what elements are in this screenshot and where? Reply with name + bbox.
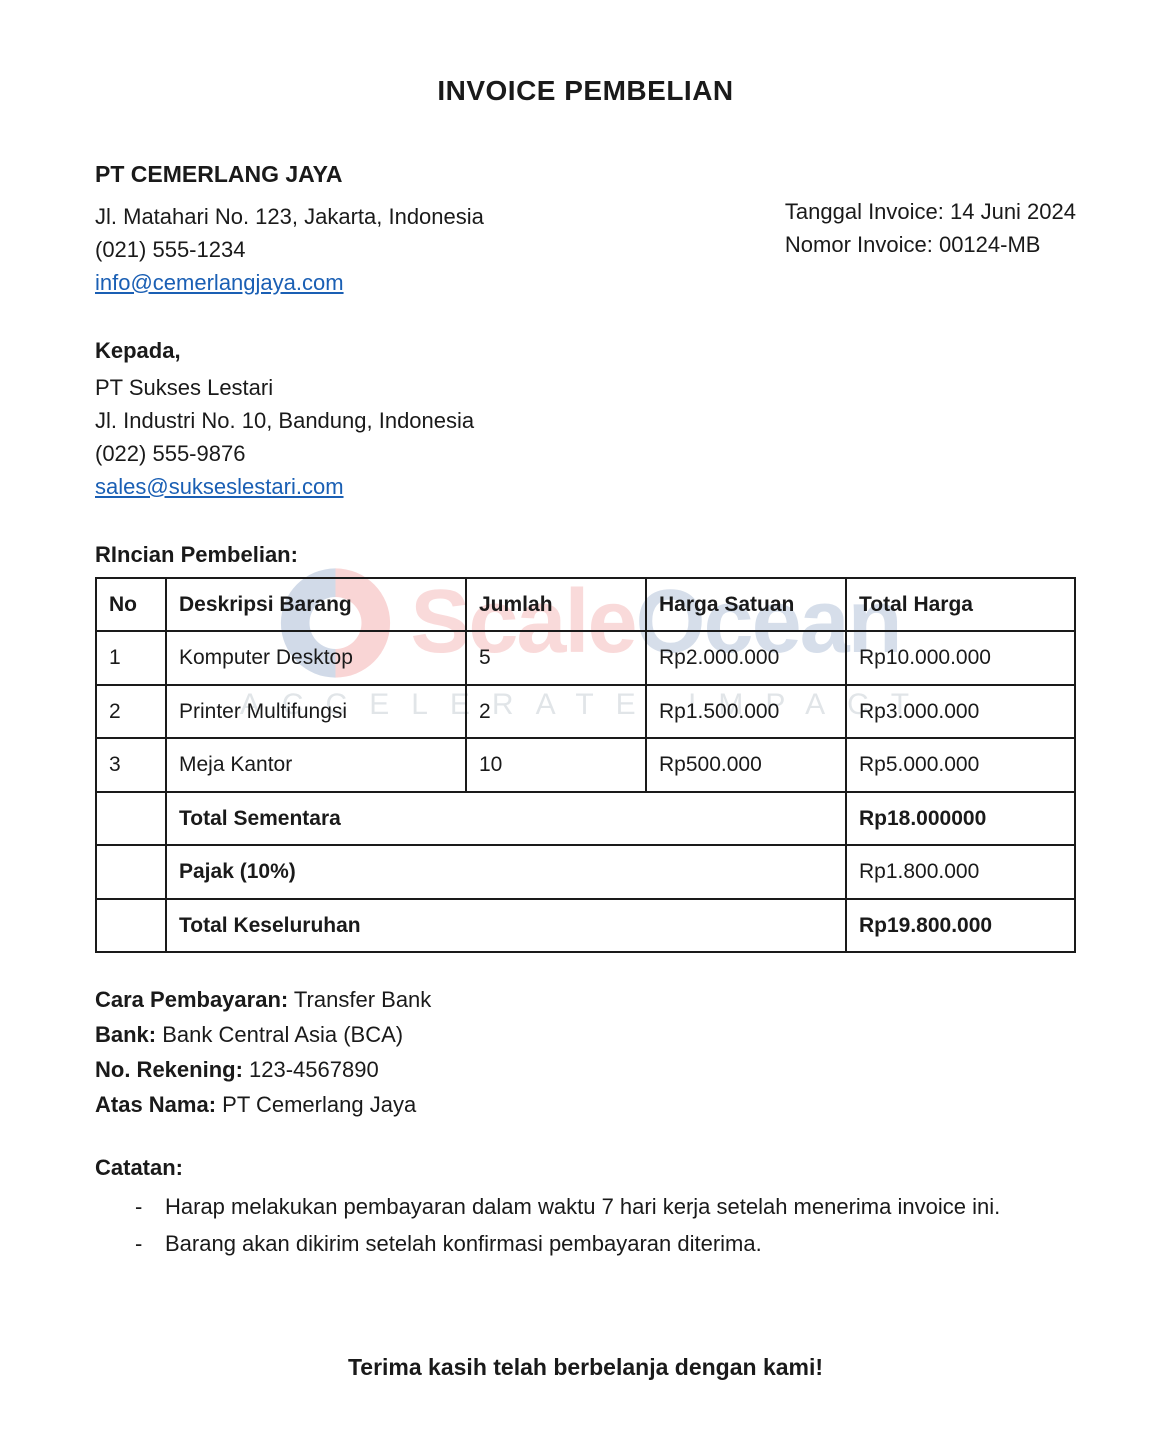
col-no: No — [96, 578, 166, 632]
notes-label: Catatan: — [95, 1151, 1076, 1184]
payment-key: Bank: — [95, 1022, 156, 1047]
invoice-date-label: Tanggal Invoice: — [785, 199, 950, 224]
summary-value: Rp1.800.000 — [846, 845, 1075, 899]
table-cell: 2 — [466, 685, 646, 739]
company-name: PT CEMERLANG JAYA — [95, 157, 484, 192]
col-desc: Deskripsi Barang — [166, 578, 466, 632]
recipient-label: Kepada, — [95, 334, 1076, 367]
payment-key: Atas Nama: — [95, 1092, 216, 1117]
recipient-address: Jl. Industri No. 10, Bandung, Indonesia — [95, 404, 1076, 437]
table-cell: Printer Multifungsi — [166, 685, 466, 739]
invoice-number-label: Nomor Invoice: — [785, 232, 939, 257]
summary-value: Rp18.000000 — [846, 792, 1075, 846]
payment-key: No. Rekening: — [95, 1057, 243, 1082]
summary-row: Pajak (10%)Rp1.800.000 — [96, 845, 1075, 899]
payment-key: Cara Pembayaran: — [95, 987, 288, 1012]
company-address: Jl. Matahari No. 123, Jakarta, Indonesia — [95, 200, 484, 233]
table-cell: 1 — [96, 631, 166, 685]
payment-line: Cara Pembayaran: Transfer Bank — [95, 983, 1076, 1016]
company-phone: (021) 555-1234 — [95, 233, 484, 266]
table-cell: Rp2.000.000 — [646, 631, 846, 685]
payment-line: Atas Nama: PT Cemerlang Jaya — [95, 1088, 1076, 1121]
table-header-row: No Deskripsi Barang Jumlah Harga Satuan … — [96, 578, 1075, 632]
payment-value: Transfer Bank — [288, 987, 431, 1012]
notes-list: Harap melakukan pembayaran dalam waktu 7… — [95, 1190, 1076, 1260]
table-row: 1Komputer Desktop5Rp2.000.000Rp10.000.00… — [96, 631, 1075, 685]
recipient-name: PT Sukses Lestari — [95, 371, 1076, 404]
summary-blank — [96, 792, 166, 846]
summary-label: Total Sementara — [166, 792, 846, 846]
payment-value: PT Cemerlang Jaya — [216, 1092, 416, 1117]
summary-row: Total KeseluruhanRp19.800.000 — [96, 899, 1075, 953]
table-cell: 5 — [466, 631, 646, 685]
invoice-date-value: 14 Juni 2024 — [950, 199, 1076, 224]
header-row: PT CEMERLANG JAYA Jl. Matahari No. 123, … — [95, 157, 1076, 299]
col-qty: Jumlah — [466, 578, 646, 632]
table-cell: 10 — [466, 738, 646, 792]
invoice-number-value: 00124-MB — [939, 232, 1041, 257]
items-table: No Deskripsi Barang Jumlah Harga Satuan … — [95, 577, 1076, 954]
table-cell: Komputer Desktop — [166, 631, 466, 685]
table-cell: 2 — [96, 685, 166, 739]
table-row: 3Meja Kantor10Rp500.000Rp5.000.000 — [96, 738, 1075, 792]
col-unit: Harga Satuan — [646, 578, 846, 632]
summary-value: Rp19.800.000 — [846, 899, 1075, 953]
table-cell: Rp500.000 — [646, 738, 846, 792]
table-cell: Rp1.500.000 — [646, 685, 846, 739]
thank-you: Terima kasih telah berbelanja dengan kam… — [95, 1350, 1076, 1385]
summary-blank — [96, 899, 166, 953]
payment-value: Bank Central Asia (BCA) — [156, 1022, 403, 1047]
company-email-link[interactable]: info@cemerlangjaya.com — [95, 270, 344, 295]
summary-label: Pajak (10%) — [166, 845, 846, 899]
table-cell: Rp10.000.000 — [846, 631, 1075, 685]
summary-label: Total Keseluruhan — [166, 899, 846, 953]
table-cell: 3 — [96, 738, 166, 792]
payment-value: 123-4567890 — [243, 1057, 379, 1082]
payment-block: Cara Pembayaran: Transfer BankBank: Bank… — [95, 983, 1076, 1121]
recipient-email-link[interactable]: sales@sukseslestari.com — [95, 474, 344, 499]
table-row: 2Printer Multifungsi2Rp1.500.000Rp3.000.… — [96, 685, 1075, 739]
note-item: Barang akan dikirim setelah konfirmasi p… — [135, 1227, 1076, 1260]
table-cell: Rp5.000.000 — [846, 738, 1075, 792]
payment-line: Bank: Bank Central Asia (BCA) — [95, 1018, 1076, 1051]
invoice-number: Nomor Invoice: 00124-MB — [785, 228, 1076, 261]
recipient-phone: (022) 555-9876 — [95, 437, 1076, 470]
invoice-date: Tanggal Invoice: 14 Juni 2024 — [785, 195, 1076, 228]
col-total: Total Harga — [846, 578, 1075, 632]
company-block: PT CEMERLANG JAYA Jl. Matahari No. 123, … — [95, 157, 484, 299]
summary-blank — [96, 845, 166, 899]
table-cell: Rp3.000.000 — [846, 685, 1075, 739]
payment-line: No. Rekening: 123-4567890 — [95, 1053, 1076, 1086]
items-table-label: RIncian Pembelian: — [95, 538, 1076, 571]
note-item: Harap melakukan pembayaran dalam waktu 7… — [135, 1190, 1076, 1223]
table-cell: Meja Kantor — [166, 738, 466, 792]
recipient-block: Kepada, PT Sukses Lestari Jl. Industri N… — [95, 334, 1076, 503]
invoice-meta: Tanggal Invoice: 14 Juni 2024 Nomor Invo… — [785, 157, 1076, 299]
summary-row: Total SementaraRp18.000000 — [96, 792, 1075, 846]
document-title: INVOICE PEMBELIAN — [95, 70, 1076, 112]
